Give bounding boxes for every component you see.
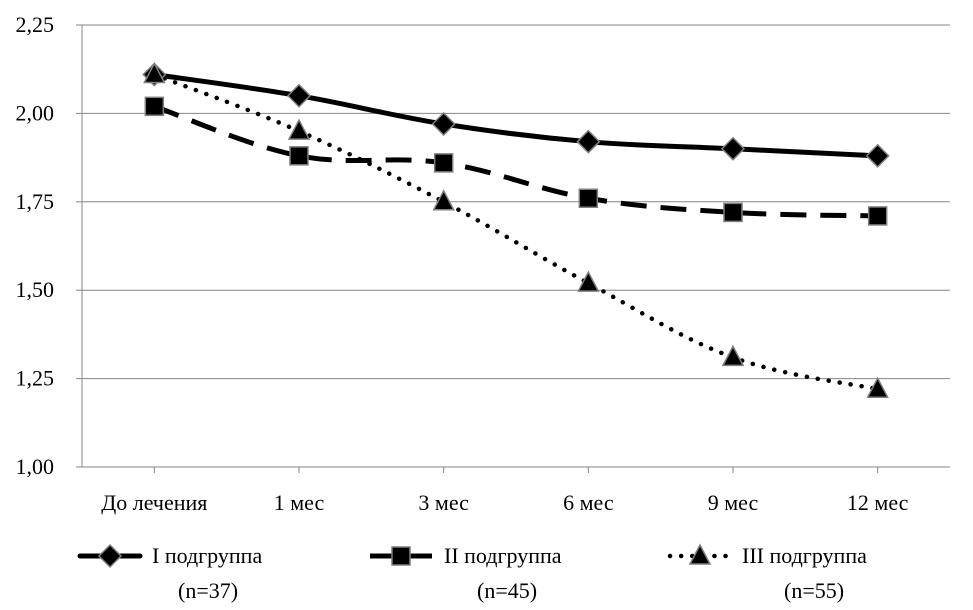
- series-1-point: [720, 136, 746, 161]
- legend-label-3: III подгруппа: [742, 543, 867, 568]
- y-tick-label: 1,50: [16, 277, 55, 302]
- x-tick-label: 6 мес: [563, 490, 614, 515]
- x-tick-label: 3 мес: [418, 490, 469, 515]
- legend-n-label-1: (n=37): [178, 578, 238, 603]
- series-3-point: [721, 344, 745, 367]
- series-line-1: [151, 72, 881, 159]
- series-line-3: [152, 72, 880, 392]
- series-1-point: [286, 83, 312, 108]
- series-2-point: [723, 202, 743, 223]
- legend-n-label-2: (n=45): [477, 578, 537, 603]
- y-tick-label: 1,00: [16, 454, 55, 479]
- legend: I подгруппа (n=37) II подгруппа (n=45) III п…: [77, 543, 867, 603]
- series-3-point: [432, 189, 455, 211]
- series-2-point: [144, 96, 165, 117]
- series-lines: [151, 72, 881, 392]
- axes: [76, 24, 950, 473]
- legend-n-label-3: (n=55): [784, 578, 844, 603]
- series-line-2: [153, 103, 878, 219]
- series-1-point: [576, 129, 601, 154]
- legend-label-1: I подгруппа: [152, 543, 262, 568]
- legend-marker-2: [391, 546, 411, 566]
- series-2-point: [578, 188, 599, 209]
- legend-marker-1: [97, 543, 123, 569]
- y-tick-labels: 1,00 1,25 1,50 1,75 2,00 2,25: [16, 12, 55, 479]
- series-3-point: [866, 376, 889, 398]
- x-tick-label: 9 мес: [708, 490, 759, 515]
- x-tick-labels: До лечения 1 мес 3 мес 6 мес 9 мес 12 мес: [101, 490, 908, 515]
- y-tick-label: 1,25: [16, 366, 55, 391]
- series-1-point: [865, 143, 890, 168]
- legend-marker-3: [688, 543, 712, 565]
- x-tick-label: До лечения: [101, 490, 207, 515]
- series-3-point: [287, 118, 311, 140]
- grid-lines: [82, 24, 950, 380]
- y-tick-label: 2,00: [16, 100, 55, 125]
- legend-label-2: II подгруппа: [444, 543, 562, 568]
- y-tick-label: 1,75: [16, 189, 55, 214]
- series-markers: [142, 61, 890, 398]
- series-3-point: [577, 270, 600, 292]
- series-3-point: [143, 61, 166, 84]
- series-2-point: [289, 146, 309, 166]
- series-2-point: [433, 153, 454, 173]
- series-2-point: [867, 206, 888, 226]
- x-tick-label: 1 мес: [274, 490, 325, 515]
- x-tick-label: 12 мес: [847, 490, 909, 515]
- y-tick-label: 2,25: [16, 12, 55, 37]
- series-1-point: [431, 111, 456, 137]
